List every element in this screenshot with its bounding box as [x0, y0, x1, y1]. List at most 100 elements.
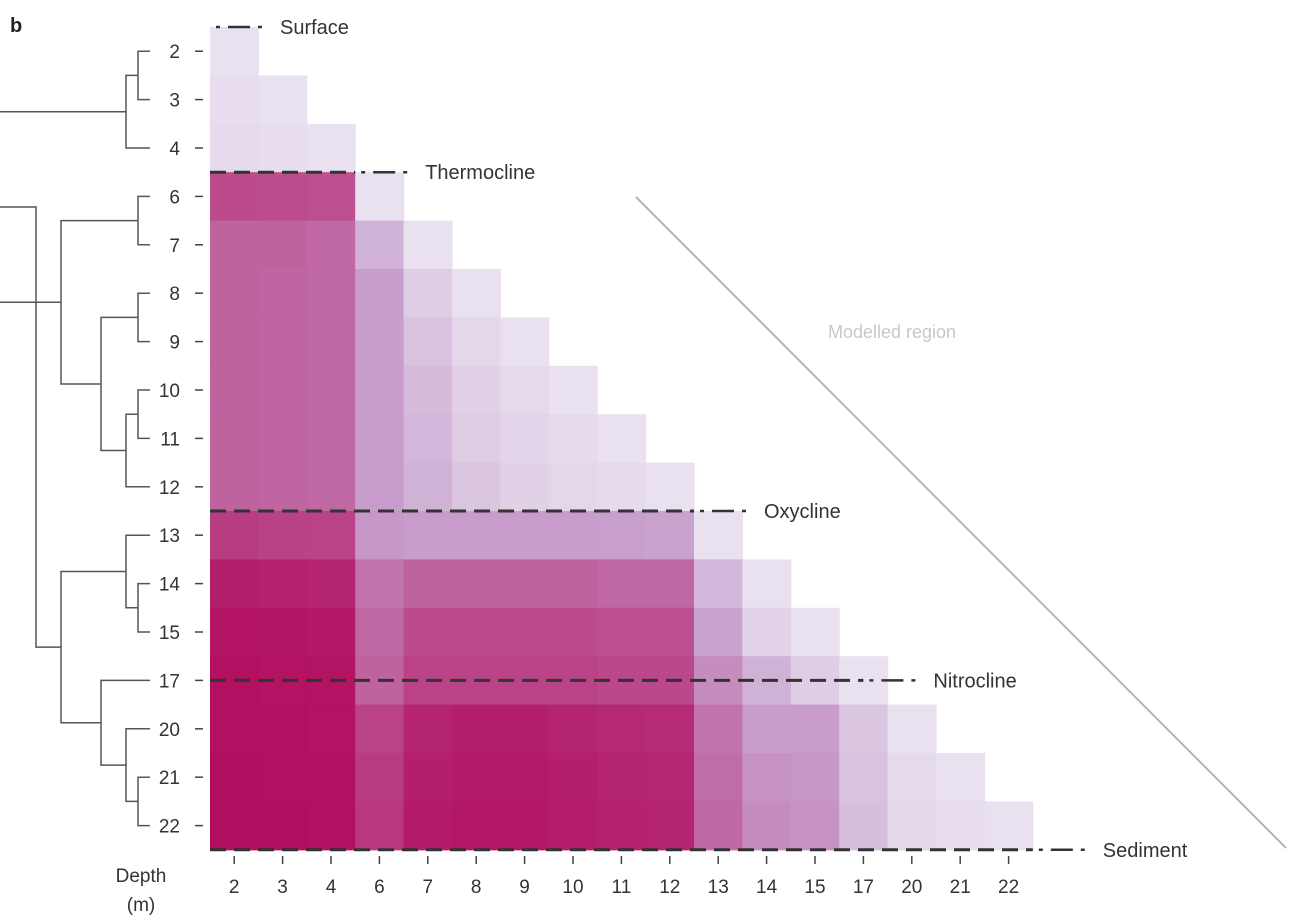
heatmap-cell [500, 414, 550, 464]
heatmap-cell [306, 317, 356, 367]
heatmap-cell [790, 801, 840, 851]
boundary-label: Surface [280, 17, 349, 39]
heatmap-cell [403, 704, 453, 754]
heatmap-cell [258, 801, 308, 851]
heatmap-cell [452, 704, 501, 754]
heatmap-cell [258, 414, 308, 464]
heatmap-cell [210, 559, 259, 609]
heatmap-cell [258, 269, 308, 318]
heatmap-cell [694, 559, 743, 609]
modelled-region-line [635, 196, 1287, 849]
heatmap-cell [548, 559, 598, 609]
y-tick-label: 11 [160, 429, 180, 450]
heatmap-cell [210, 753, 259, 802]
x-tick-label: 20 [901, 877, 922, 898]
dendrogram-branch [137, 292, 150, 343]
heatmap-cell [694, 511, 743, 560]
heatmap-cell [548, 365, 598, 415]
x-axis-label: Depth [116, 866, 167, 887]
heatmap-cell [258, 704, 308, 754]
heatmap-cell [452, 559, 501, 609]
x-tick-label: 12 [659, 877, 680, 898]
heatmap-cell [403, 511, 453, 560]
y-tick-label: 4 [169, 139, 180, 160]
x-tick-label: 2 [229, 877, 240, 898]
heatmap-cell [306, 269, 356, 318]
heatmap-cell [306, 559, 356, 609]
y-tick-label: 21 [159, 768, 180, 789]
heatmap-cell [210, 511, 259, 560]
heatmap-cell [597, 607, 647, 657]
y-tick-label: 14 [159, 575, 181, 596]
heatmap-cell [645, 801, 695, 851]
heatmap-cell [500, 801, 550, 851]
heatmap-cell [645, 753, 695, 802]
dendrogram-branch [60, 219, 138, 385]
heatmap-cell [210, 172, 259, 222]
heatmap-cell [790, 704, 840, 754]
heatmap-cell [355, 753, 405, 802]
y-tick-label: 9 [169, 333, 180, 354]
y-tick-label: 12 [159, 478, 180, 499]
boundary-label: Sediment [1103, 840, 1188, 862]
heatmap-cell [210, 220, 259, 270]
heatmap-cell [887, 753, 937, 802]
heatmap-cell [694, 704, 743, 754]
x-axis-label-unit: (m) [127, 895, 155, 916]
y-tick-label: 13 [159, 526, 180, 547]
heatmap-cell [887, 801, 937, 851]
heatmap-cell [306, 511, 356, 560]
heatmap-cell [355, 607, 405, 657]
x-tick-label: 22 [998, 877, 1019, 898]
y-tick-label: 17 [159, 671, 180, 692]
heatmap-cell [355, 801, 405, 851]
heatmap-cell [548, 753, 598, 802]
heatmap-cell [258, 365, 308, 415]
heatmap-cell [355, 414, 405, 464]
heatmap-cell [258, 75, 308, 125]
x-axis-ticks: 2 3 4 6 7 8 9 10 11 12 13 14 15 17 20 21 22 [229, 856, 1019, 898]
x-tick-label: 7 [423, 877, 434, 898]
x-tick-label: 8 [471, 877, 482, 898]
heatmap-cell [452, 462, 501, 512]
heatmap-cell [306, 220, 356, 270]
heatmap-cell [355, 365, 405, 415]
heatmap-cell [403, 269, 453, 318]
heatmap-cell [403, 607, 453, 657]
heatmap-cells [210, 27, 1034, 851]
y-tick-label: 7 [169, 236, 180, 257]
heatmap-cell [500, 607, 550, 657]
dendrogram-branch [137, 50, 150, 101]
heatmap-cell [258, 511, 308, 560]
heatmap-cell [548, 414, 598, 464]
heatmap-cell [839, 704, 889, 754]
x-tick-label: 11 [612, 877, 632, 898]
heatmap-cell [210, 414, 259, 464]
heatmap-cell [306, 753, 356, 802]
heatmap-cell [258, 123, 308, 173]
heatmap-cell [403, 753, 453, 802]
heatmap-cell [355, 172, 405, 222]
heatmap-cell [500, 753, 550, 802]
modelled-region-label: Modelled region [828, 322, 956, 342]
heatmap-cell [403, 365, 453, 415]
y-tick-label: 10 [159, 381, 180, 402]
heatmap-cell [452, 365, 501, 415]
y-tick-label: 20 [159, 720, 180, 741]
heatmap-cell [548, 511, 598, 560]
heatmap-cell [839, 753, 889, 802]
heatmap-cell [452, 269, 501, 318]
heatmap-cell [694, 607, 743, 657]
heatmap-cell [694, 753, 743, 802]
heatmap-cell [597, 801, 647, 851]
heatmap-cell [403, 317, 453, 367]
boundary-label: Nitrocline [933, 670, 1016, 692]
heatmap-cell [355, 704, 405, 754]
dendrogram-branch [0, 110, 126, 304]
dendrogram [0, 50, 150, 827]
dendrogram-branch [100, 316, 138, 452]
x-tick-label: 9 [519, 877, 530, 898]
x-tick-label: 17 [853, 877, 874, 898]
heatmap-cell [210, 75, 259, 125]
heatmap-cell [597, 511, 647, 560]
